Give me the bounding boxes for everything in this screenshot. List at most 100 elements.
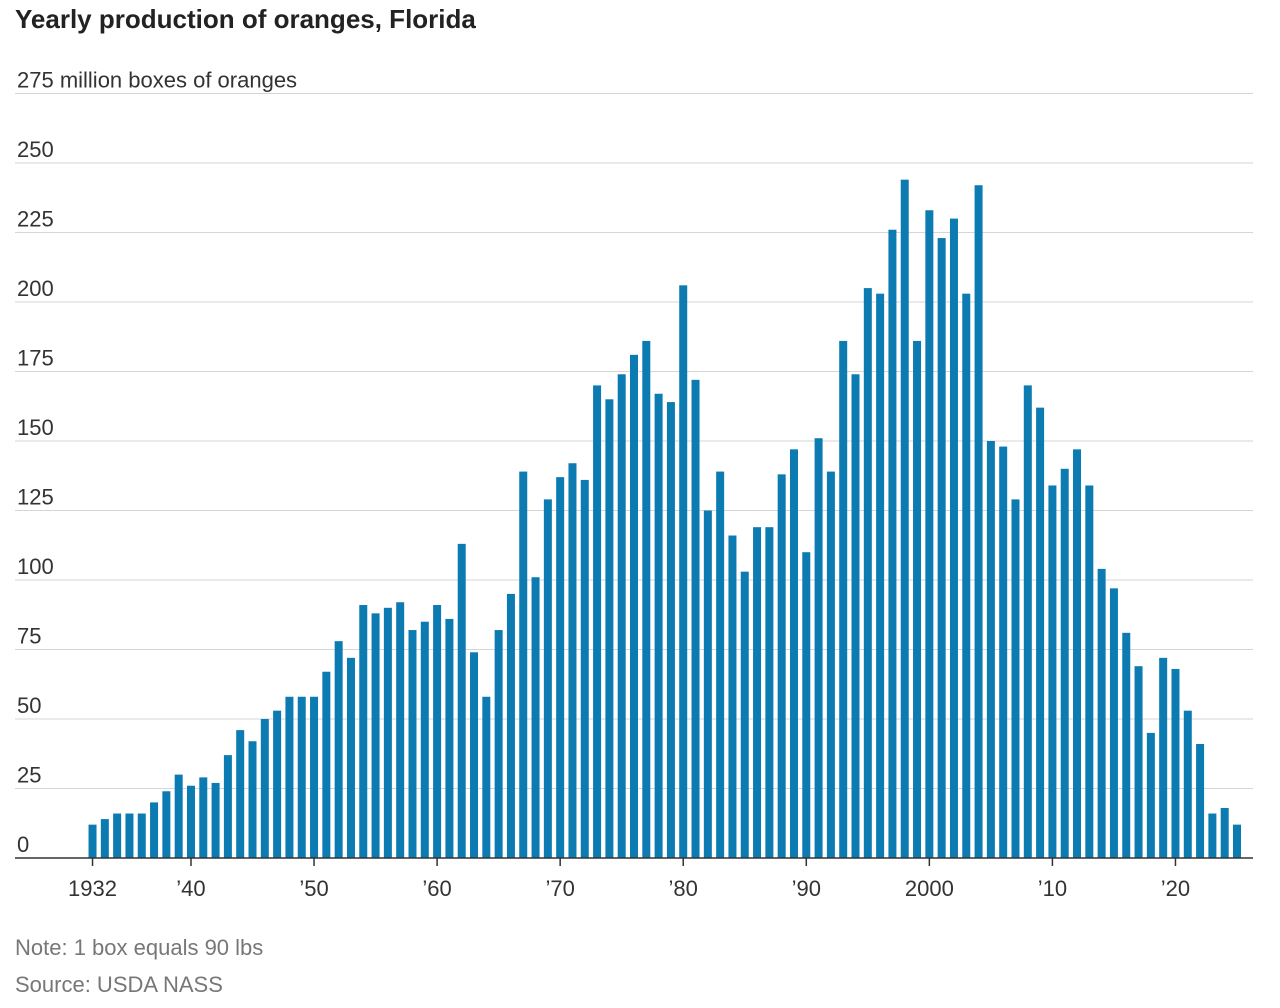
- bar: [777, 474, 786, 858]
- bar: [728, 535, 737, 858]
- y-tick-label: 125: [17, 485, 54, 510]
- bar: [1109, 588, 1118, 858]
- bar: [125, 813, 134, 858]
- bar: [937, 238, 946, 858]
- bar: [888, 229, 897, 859]
- bar: [100, 819, 109, 858]
- bar: [1159, 657, 1168, 858]
- bar: [236, 730, 245, 858]
- bar: [863, 288, 872, 859]
- bar: [593, 385, 602, 858]
- bar: [814, 438, 823, 858]
- bar: [765, 527, 774, 858]
- bar: [88, 824, 97, 858]
- bar: [211, 782, 220, 858]
- bar: [494, 630, 503, 858]
- x-tick-label: ’90: [792, 876, 821, 901]
- chart-title: Yearly production of oranges, Florida: [15, 4, 476, 34]
- bar: [642, 340, 651, 858]
- bar: [1023, 385, 1032, 858]
- y-tick-label: 100: [17, 554, 54, 579]
- bar: [789, 449, 798, 858]
- bar: [162, 791, 171, 858]
- bar: [1097, 568, 1106, 858]
- x-tick-label: 2000: [905, 876, 954, 901]
- bar: [1196, 744, 1205, 858]
- bar: [986, 441, 995, 858]
- bar: [1208, 813, 1217, 858]
- bar: [1036, 407, 1045, 858]
- bar: [174, 774, 183, 858]
- x-tick-label: ’80: [669, 876, 698, 901]
- bar: [359, 605, 368, 858]
- bar: [913, 340, 922, 858]
- y-tick-label: 275 million boxes of oranges: [17, 68, 297, 93]
- bar: [297, 696, 306, 858]
- bar: [876, 293, 885, 858]
- bar: [150, 802, 159, 858]
- bar: [1085, 485, 1094, 858]
- bar: [617, 374, 626, 858]
- y-tick-label: 250: [17, 137, 54, 162]
- x-tick-label: ’10: [1038, 876, 1067, 901]
- bar: [568, 463, 577, 858]
- bar: [802, 552, 811, 858]
- bar: [334, 641, 343, 858]
- y-tick-label: 75: [17, 624, 41, 649]
- bar: [531, 577, 540, 858]
- bar: [839, 340, 848, 858]
- bar: [716, 471, 725, 858]
- bar: [949, 218, 958, 859]
- x-tick-label: 1932: [68, 876, 117, 901]
- x-tick-label: ’20: [1161, 876, 1190, 901]
- bar: [1134, 666, 1143, 858]
- y-tick-label: 200: [17, 276, 54, 301]
- bar: [703, 510, 712, 858]
- bar: [691, 379, 700, 858]
- bar: [457, 543, 466, 858]
- x-tick-label: ’40: [176, 876, 205, 901]
- bar: [1048, 485, 1057, 858]
- bar: [371, 613, 380, 858]
- note: Note: 1 box equals 90 lbs: [15, 935, 263, 960]
- bar: [1233, 824, 1242, 858]
- bar: [445, 618, 454, 858]
- bar: [408, 630, 417, 858]
- bar: [962, 293, 971, 858]
- bar: [223, 755, 232, 858]
- bar: [383, 607, 392, 858]
- y-tick-label: 175: [17, 346, 54, 371]
- bar: [1183, 710, 1192, 858]
- bar: [285, 696, 294, 858]
- bar: [470, 652, 479, 858]
- y-tick-label: 25: [17, 763, 41, 788]
- bar: [654, 393, 663, 858]
- bar: [999, 446, 1008, 858]
- bar: [113, 813, 122, 858]
- bar: [310, 696, 319, 858]
- bar: [482, 696, 491, 858]
- bar: [519, 471, 528, 858]
- y-tick-label: 50: [17, 693, 41, 718]
- bar: [137, 813, 146, 858]
- bar: [556, 477, 565, 858]
- bar: [322, 671, 331, 858]
- bar: [186, 785, 195, 858]
- bar: [580, 479, 589, 858]
- bar: [506, 593, 515, 858]
- bar: [900, 179, 909, 858]
- bar: [753, 527, 762, 858]
- bar: [605, 399, 614, 858]
- bar: [630, 354, 638, 858]
- bar: [679, 285, 688, 858]
- bar: [433, 605, 442, 858]
- bar: [346, 657, 355, 858]
- bar: [1220, 807, 1229, 858]
- bar: [974, 185, 983, 859]
- x-tick-label: ’50: [299, 876, 328, 901]
- bar: [420, 621, 429, 858]
- bar: [199, 777, 208, 858]
- bar: [1073, 449, 1082, 858]
- source: Source: USDA NASS: [15, 972, 223, 997]
